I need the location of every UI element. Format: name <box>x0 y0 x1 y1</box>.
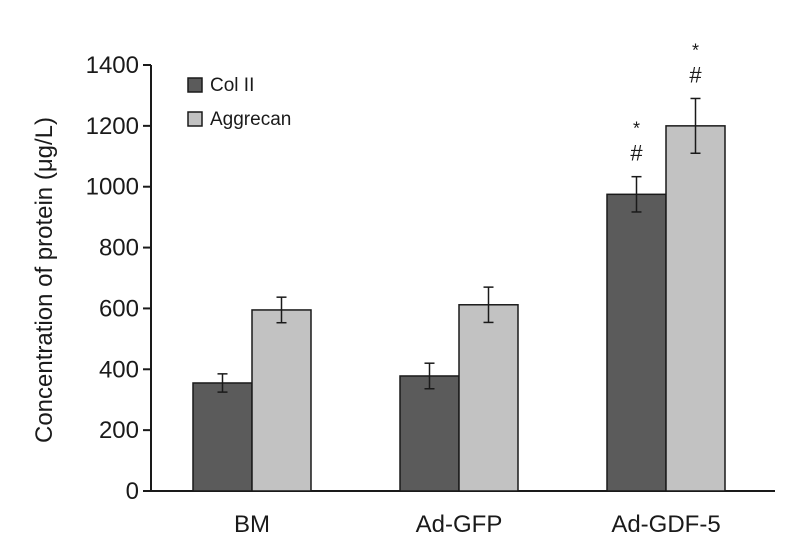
bar-aggrecan <box>458 304 519 492</box>
y-tick-label: 1200 <box>86 113 139 140</box>
significance-star: * <box>633 119 640 139</box>
y-axis-label: Concentration of protein (μg/L) <box>31 117 58 443</box>
y-tick-label: 1400 <box>86 52 139 79</box>
legend-label: Aggrecan <box>210 109 291 130</box>
significance-hash: # <box>630 141 643 166</box>
y-tick-label: 600 <box>99 295 139 322</box>
bar-col-ii <box>192 382 253 492</box>
x-tick-label: Ad-GDF-5 <box>611 511 720 538</box>
legend-swatch <box>187 111 203 127</box>
x-axis: BM Ad-GFP Ad-GDF-5 <box>150 490 775 538</box>
legend-swatch <box>187 77 203 93</box>
bar-col-ii <box>399 375 460 492</box>
x-tick-label: Ad-GFP <box>416 511 503 538</box>
significance-hash: # <box>689 62 702 87</box>
legend-label: Col II <box>210 75 254 96</box>
y-tick-label: 200 <box>99 417 139 444</box>
significance-star: * <box>692 40 699 60</box>
bar-col-ii <box>606 193 667 492</box>
y-axis: 0 200 400 600 800 1000 1200 1400 <box>86 52 152 505</box>
y-tick-label: 800 <box>99 235 139 262</box>
y-tick-label: 0 <box>126 478 139 505</box>
significance-annotations: *#*# <box>630 40 702 165</box>
bar-aggrecan <box>665 125 726 492</box>
y-tick-label: 400 <box>99 356 139 383</box>
bars <box>192 125 726 492</box>
y-tick-label: 1000 <box>86 174 139 201</box>
legend: Col II Aggrecan <box>187 75 291 130</box>
bar-aggrecan <box>251 309 312 492</box>
error-bars <box>217 97 701 393</box>
x-tick-label: BM <box>234 511 270 538</box>
